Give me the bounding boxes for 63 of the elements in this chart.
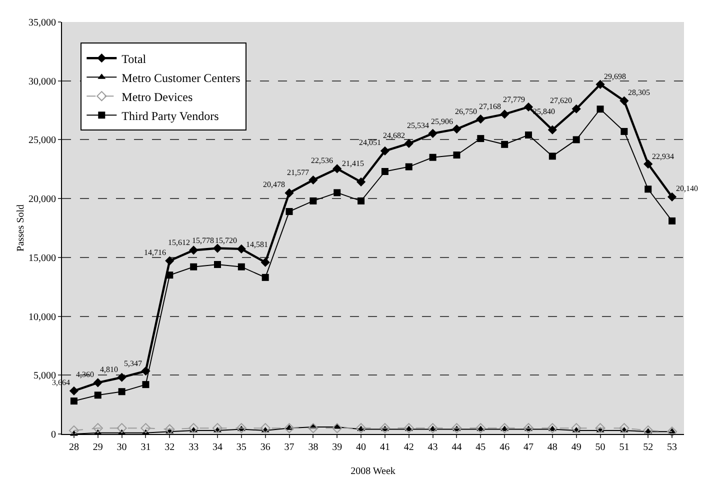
data-label: 5,347	[124, 359, 142, 368]
x-tick-label: 52	[643, 442, 654, 453]
y-tick-label: 25,000	[28, 135, 56, 146]
x-tick-label: 44	[452, 442, 462, 453]
data-label: 15,720	[215, 236, 237, 245]
data-label: 24,682	[383, 131, 405, 140]
x-tick-label: 46	[500, 442, 510, 453]
y-tick-label: 20,000	[28, 194, 56, 206]
x-tick-label: 33	[188, 442, 199, 453]
x-tick-label: 38	[308, 442, 318, 453]
x-tick-label: 34	[212, 442, 222, 453]
x-tick-label: 39	[332, 442, 342, 453]
data-label: 25,534	[407, 121, 429, 130]
x-tick-label: 49	[571, 442, 582, 453]
x-tick-label: 40	[356, 442, 366, 453]
x-tick-label: 28	[68, 442, 79, 453]
x-tick-label: 29	[92, 442, 103, 453]
legend-label: Metro Devices	[122, 90, 193, 104]
x-tick-label: 31	[140, 442, 151, 453]
data-label: 26,750	[455, 107, 477, 116]
data-label: 27,620	[550, 96, 572, 105]
x-tick-label: 30	[116, 442, 127, 453]
data-label: 24,051	[359, 138, 381, 147]
data-label: 22,536	[311, 156, 333, 165]
data-label: 4,360	[76, 370, 94, 379]
y-tick-label: 30,000	[28, 76, 56, 88]
x-tick-label: 43	[428, 442, 438, 453]
data-label: 28,305	[628, 88, 650, 97]
x-tick-label: 47	[524, 442, 534, 453]
data-label: 15,778	[192, 236, 214, 245]
x-axis-title: 2008 Week	[350, 466, 396, 477]
data-label: 14,716	[144, 248, 166, 257]
data-label: 22,934	[652, 152, 674, 161]
x-tick-label: 50	[595, 442, 606, 453]
y-tick-label: 35,000	[28, 18, 56, 28]
data-label: 25,906	[431, 117, 453, 126]
data-label: 27,779	[503, 95, 525, 104]
data-label: 29,698	[604, 72, 626, 81]
x-tick-label: 45	[476, 442, 486, 453]
x-tick-label: 35	[236, 442, 246, 453]
data-label: 21,577	[287, 168, 309, 177]
legend-label: Third Party Vendors	[122, 108, 220, 123]
x-tick-label: 36	[260, 442, 270, 453]
y-tick-label: 0	[51, 430, 56, 440]
x-tick-label: 37	[284, 442, 294, 453]
x-tick-label: 51	[619, 442, 630, 453]
legend-label: Metro Customer Centers	[122, 70, 241, 85]
y-tick-label: 10,000	[28, 312, 56, 323]
x-tick-label: 41	[380, 442, 390, 453]
data-label: 14,581	[246, 240, 268, 249]
data-label: 21,415	[342, 159, 364, 168]
data-label: 4,810	[100, 365, 118, 374]
x-tick-label: 42	[404, 442, 414, 453]
x-tick-label: 32	[164, 442, 175, 453]
data-label: 15,612	[168, 238, 190, 247]
legend-label: Total	[122, 52, 147, 66]
x-tick-label: 53	[667, 442, 678, 453]
data-label: 20,140	[676, 184, 698, 193]
y-tick-label: 15,000	[28, 252, 56, 264]
y-axis-title: Passes Sold	[16, 204, 26, 252]
x-tick-label: 48	[547, 442, 558, 453]
data-label: 20,478	[263, 180, 285, 189]
data-label: 27,168	[479, 102, 501, 111]
